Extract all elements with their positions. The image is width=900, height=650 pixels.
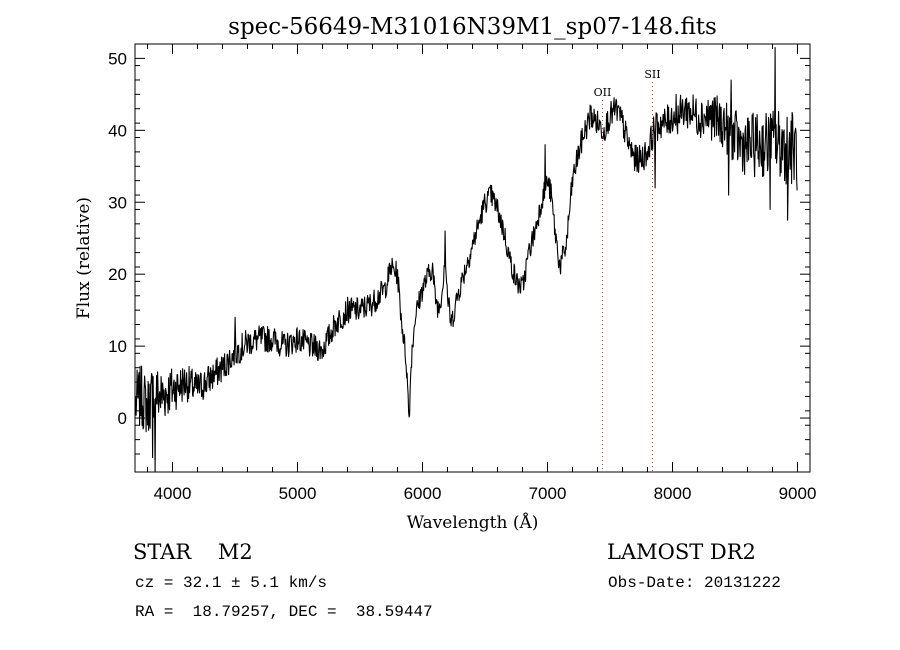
object-class-label: STAR M2 (133, 540, 253, 564)
y-axis-label: Flux (relative) (74, 197, 94, 319)
y-tick-label: 0 (118, 409, 127, 428)
x-tick-label: 4000 (154, 484, 192, 503)
y-tick-label: 10 (108, 337, 127, 356)
survey-label: LAMOST DR2 (607, 540, 756, 564)
x-tick-label: 6000 (404, 484, 442, 503)
redshift-label: cz = 32.1 ± 5.1 km/s (135, 574, 328, 592)
chart-title: spec-56649-M31016N39M1_sp07-148.fits (228, 14, 717, 40)
x-tick-label: 7000 (529, 484, 567, 503)
x-tick-label: 9000 (779, 484, 817, 503)
obs-date-label: Obs-Date: 20131222 (608, 574, 781, 592)
x-axis-label: Wavelength (Å) (407, 512, 539, 533)
y-tick-label: 20 (108, 265, 127, 284)
line-label-sii: SII (644, 68, 660, 81)
y-tick-label: 50 (108, 49, 127, 68)
spectrum-line (135, 47, 798, 473)
y-tick-label: 30 (108, 193, 127, 212)
x-tick-label: 5000 (279, 484, 317, 503)
y-tick-label: 40 (108, 121, 127, 140)
x-tick-label: 8000 (654, 484, 692, 503)
line-label-oii: OII (594, 86, 612, 99)
coordinates-label: RA = 18.79257, DEC = 38.59447 (135, 603, 433, 621)
